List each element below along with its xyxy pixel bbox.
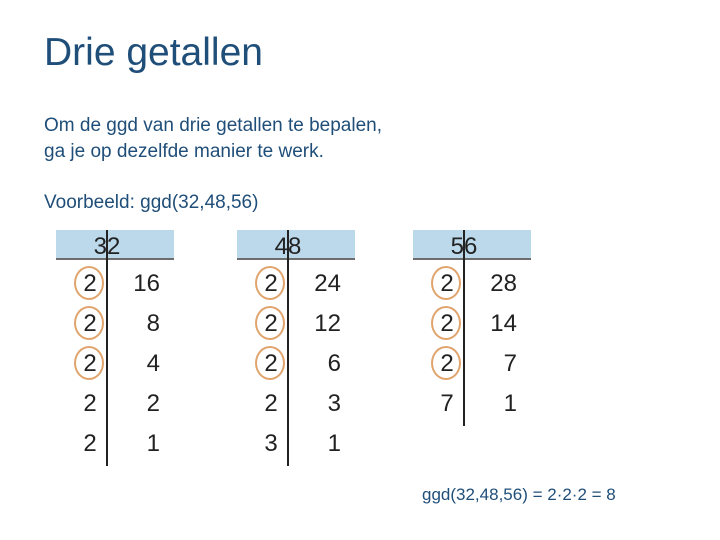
divisor: 2 [264,390,278,417]
ladder-48: 48 2 24 2 12 2 6 2 3 3 1 [237,230,357,466]
circled-divisor: 2 [431,306,461,342]
ladder-divider-line [287,230,289,466]
circled-divisor: 2 [255,266,285,302]
divisor: 2 [83,390,97,417]
quotient: 4 [146,350,160,377]
circled-divisor: 2 [255,346,285,382]
quotient: 24 [314,270,341,297]
divisor: 2 [83,430,97,457]
ladder-number: 48 [274,233,302,260]
ladder-row: 2 12 [237,306,357,346]
intro-line-2: ga je op dezelfde manier te werk. [44,141,324,162]
ladder-row: 2 16 [56,266,176,306]
ladder-number: 56 [450,233,478,260]
circled-divisor: 2 [431,266,461,302]
ladder-32: 32 2 16 2 8 2 4 2 2 2 1 [56,230,176,466]
result-text: ggd(32,48,56) = 2·2·2 = 8 [422,485,616,504]
quotient: 7 [503,350,517,377]
quotient: 14 [490,310,517,337]
divisor: 7 [440,390,454,417]
intro-line-1: Om de ggd van drie getallen te bepalen, [44,115,383,136]
ladder-row: 2 14 [413,306,533,346]
slide-title: Drie getallen [44,31,263,74]
intro-text: Om de ggd van drie getallen te bepalen, … [44,113,382,165]
quotient: 2 [146,390,160,417]
ladder-header-band [237,230,355,260]
ladder-header-band [413,230,531,260]
circled-divisor: 2 [74,266,104,302]
circled-divisor: 2 [255,306,285,342]
circled-divisor: 2 [74,346,104,382]
ladder-row: 2 28 [413,266,533,306]
quotient: 1 [146,430,160,457]
divisor: 3 [264,430,278,457]
quotient: 8 [146,310,160,337]
circled-divisor: 2 [431,346,461,382]
ladder-header-band [56,230,174,260]
quotient: 3 [327,390,341,417]
ladder-header-rule [413,258,531,260]
quotient: 1 [327,430,341,457]
ladder-divider-line [463,230,465,426]
example-label: Voorbeeld: ggd(32,48,56) [44,192,259,213]
ladder-number: 32 [93,233,121,260]
ladder-divider-line [106,230,108,466]
quotient: 28 [490,270,517,297]
ladder-header-rule [237,258,355,260]
ladder-row: 2 24 [237,266,357,306]
quotient: 1 [503,390,517,417]
ladder-56: 56 2 28 2 14 2 7 7 1 [413,230,533,440]
quotient: 12 [314,310,341,337]
ladder-header-rule [56,258,174,260]
quotient: 6 [327,350,341,377]
quotient: 16 [133,270,160,297]
circled-divisor: 2 [74,306,104,342]
